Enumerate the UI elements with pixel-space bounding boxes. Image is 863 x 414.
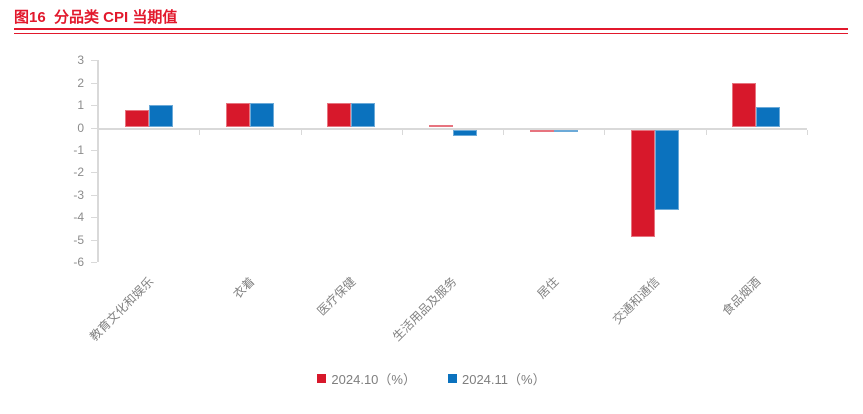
- y-axis-label: -3: [73, 187, 84, 202]
- x-axis-label: 衣着: [230, 274, 258, 302]
- y-axis-tick: [91, 261, 97, 263]
- bar-series2-cat1: [148, 105, 173, 128]
- bar-series2-cat4: [452, 129, 477, 137]
- bar-series1-cat2: [225, 102, 250, 128]
- legend-label-2024-11: 2024.11（%）: [461, 372, 546, 387]
- bar-series1-cat6: [631, 129, 656, 238]
- bar-series1-cat5: [529, 129, 554, 132]
- chart-legend: 2024.10（%） 2024.11（%）: [0, 369, 863, 388]
- bar-series1-cat7: [732, 82, 757, 128]
- x-axis-label: 教育文化和娱乐: [86, 274, 156, 344]
- x-axis-label: 交通和通信: [610, 274, 663, 327]
- x-axis-label: 食品烟酒: [719, 274, 764, 319]
- y-axis-label: 1: [77, 98, 84, 113]
- bar-series1-cat1: [124, 109, 149, 128]
- y-axis-tick: [91, 172, 97, 174]
- bar-series1-cat3: [327, 102, 352, 128]
- y-axis-label: 3: [77, 53, 84, 68]
- y-axis-tick: [91, 82, 97, 84]
- x-axis-tick: [300, 129, 302, 135]
- bar-series2-cat3: [351, 102, 376, 128]
- x-axis-tick: [199, 129, 201, 135]
- legend-item-2024-11: 2024.11（%）: [447, 369, 546, 388]
- y-axis-tick: [91, 149, 97, 151]
- y-axis-label: -2: [73, 165, 84, 180]
- y-axis-tick: [91, 194, 97, 196]
- legend-swatch-blue-icon: [447, 374, 457, 383]
- y-axis-line: [97, 60, 99, 262]
- y-axis-label: -5: [73, 232, 84, 247]
- bar-series2-cat5: [553, 129, 578, 132]
- y-axis-tick: [91, 105, 97, 107]
- figure-title: 图16 分品类 CPI 当期值: [14, 9, 178, 26]
- y-axis-label: -1: [73, 142, 84, 157]
- bar-series2-cat2: [249, 102, 274, 128]
- legend-swatch-red-icon: [317, 374, 327, 383]
- x-axis-tick: [807, 129, 808, 135]
- y-axis-label: 0: [77, 120, 84, 135]
- legend-label-2024-10: 2024.10（%）: [331, 372, 416, 387]
- x-axis-tick: [503, 129, 505, 135]
- x-axis-tick: [705, 129, 707, 135]
- x-axis-line: [98, 127, 807, 130]
- bar-series2-cat7: [756, 107, 781, 128]
- title-underline-thin: [14, 33, 848, 34]
- title-underline-thick: [14, 28, 848, 30]
- bar-series2-cat6: [655, 129, 680, 211]
- legend-item-2024-10: 2024.10（%）: [317, 369, 416, 388]
- y-axis-label: 2: [77, 75, 84, 90]
- y-axis-tick: [91, 239, 97, 241]
- y-axis-tick: [91, 217, 97, 219]
- y-axis-label: -4: [73, 210, 84, 225]
- x-axis-tick: [98, 129, 99, 135]
- x-axis-label: 医疗保健: [314, 274, 359, 319]
- x-axis-label: 居住: [534, 274, 562, 302]
- x-axis-label: 生活用品及服务: [390, 274, 460, 344]
- x-axis-tick: [401, 129, 403, 135]
- x-axis-tick: [604, 129, 606, 135]
- y-axis-tick: [91, 60, 97, 62]
- bar-series1-cat4: [428, 125, 453, 128]
- y-axis-tick: [91, 127, 97, 129]
- y-axis-label: -6: [73, 254, 84, 269]
